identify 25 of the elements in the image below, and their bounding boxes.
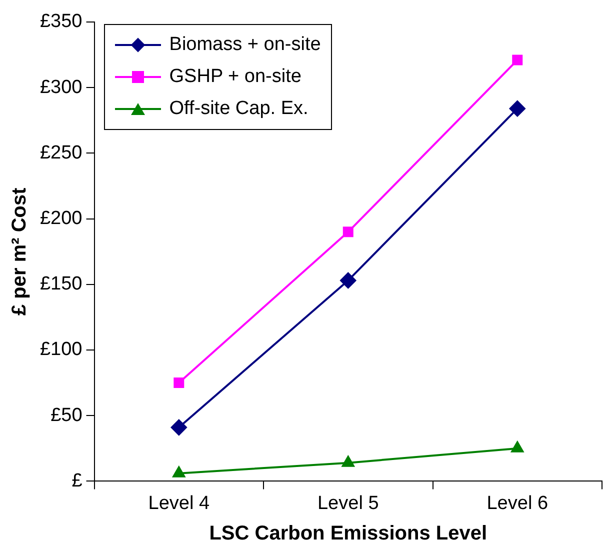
- point: [512, 54, 523, 66]
- x-tick-label: Level 4: [148, 492, 210, 514]
- y-tick-label: £100: [40, 339, 82, 360]
- point: [174, 378, 184, 388]
- legend-label: Biomass + on-site: [169, 34, 321, 56]
- y-tick-label: £300: [40, 76, 82, 98]
- x-tick-label: Level 6: [486, 492, 548, 514]
- y-tick-label: £150: [40, 274, 82, 295]
- y-axis-title: £ per m² Cost: [8, 187, 31, 316]
- point: [172, 466, 186, 478]
- point: [170, 419, 187, 436]
- point: [509, 100, 526, 117]
- x-tick-label: Level 5: [317, 492, 379, 514]
- point: [342, 456, 354, 467]
- point: [340, 272, 356, 288]
- legend-label: GSHP + on-site: [169, 66, 302, 88]
- y-tick-label: £200: [40, 208, 82, 230]
- point: [342, 226, 354, 238]
- y-tick-label: £: [72, 470, 83, 492]
- point: [511, 441, 524, 452]
- y-tick-label: £350: [40, 11, 82, 32]
- y-tick-label: £250: [40, 142, 82, 164]
- legend-label: Off-site Cap. Ex.: [169, 98, 308, 120]
- x-axis-title: LSC Carbon Emissions Level: [209, 522, 488, 545]
- y-tick-label: £50: [50, 404, 82, 426]
